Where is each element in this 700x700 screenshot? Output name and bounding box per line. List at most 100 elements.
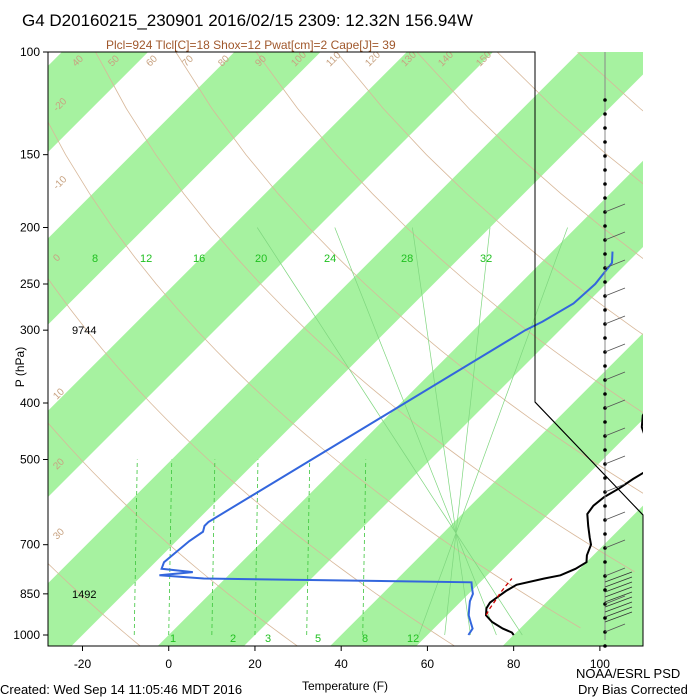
mixing-ratio-line	[362, 459, 367, 636]
moist-adiabat	[334, 227, 497, 636]
y-axis-label: P (hPa)	[13, 346, 27, 388]
y-tick-label: 300	[20, 323, 40, 337]
wind-point	[603, 504, 607, 508]
wind-barb	[604, 591, 633, 603]
y-tick-label: 1000	[13, 628, 40, 642]
mixing-ratio-label: 3	[265, 633, 271, 645]
moist-adiabat	[412, 227, 471, 636]
wind-point	[603, 560, 607, 564]
dewpoint-line	[159, 251, 614, 636]
wind-point	[603, 532, 607, 536]
isotherm-band	[674, 52, 700, 647]
x-tick-label: 20	[248, 657, 262, 671]
mixing-ratio-label: 2	[230, 633, 236, 645]
dry-adiabat	[48, 562, 141, 646]
wind-point	[603, 224, 607, 228]
wind-point	[603, 364, 607, 368]
wind-point	[603, 392, 607, 396]
temperature-line	[484, 413, 643, 636]
dry-adiabat	[336, 52, 643, 336]
y-tick-label: 500	[20, 452, 40, 466]
wind-barb	[604, 399, 626, 409]
wind-barb	[604, 539, 626, 549]
wind-barb	[604, 259, 626, 269]
wind-point	[603, 448, 607, 452]
y-tick-label: 850	[20, 587, 40, 601]
isotherm-band	[48, 52, 321, 325]
mixing-ratio-label: 32	[480, 253, 492, 265]
dry-adiabat	[255, 52, 643, 414]
x-tick-label: 0	[165, 657, 172, 671]
mixing-ratio-label: 24	[324, 253, 336, 265]
parcel-line	[485, 578, 513, 616]
mixing-ratio-label: 12	[140, 253, 152, 265]
wind-barb	[604, 287, 626, 297]
mixing-ratio-label: 5	[315, 633, 321, 645]
y-tick-label: 250	[20, 277, 40, 291]
mixing-ratio-label: 12	[407, 633, 419, 645]
wind-barb	[604, 483, 626, 493]
wind-barb	[604, 343, 626, 353]
wind-barb	[604, 576, 633, 588]
wind-barb	[604, 371, 626, 381]
y-tick-label: 200	[20, 221, 40, 235]
y-tick-label: 700	[20, 538, 40, 552]
wind-point	[603, 588, 607, 592]
isotherm-band	[48, 52, 494, 498]
x-tick-label: 40	[335, 657, 349, 671]
created-timestamp: Created: Wed Sep 14 11:05:46 MDT 2016	[0, 682, 243, 697]
isotherm-label: 30	[51, 526, 67, 542]
wind-barb	[604, 455, 626, 465]
mixing-ratio-lines	[133, 227, 568, 636]
wind-point	[603, 420, 607, 424]
mixing-ratio-label: 8	[92, 253, 98, 265]
mixing-ratio-label: 20	[255, 253, 267, 265]
mixing-ratio-label: 8	[362, 633, 368, 645]
height-labels: 9744 1492	[72, 325, 96, 601]
isotherm-label: -10	[51, 174, 69, 192]
chart-subtitle: Plcl=924 Tlcl[C]=18 Shox=12 Pwat[cm]=2 C…	[106, 38, 396, 52]
wind-barb	[604, 567, 626, 577]
wind-barb	[604, 315, 626, 325]
wind-barb	[604, 623, 626, 633]
wind-barb	[604, 571, 633, 583]
temperature-band-stripes	[48, 52, 700, 647]
mixing-ratio-line	[133, 459, 138, 636]
wind-point	[603, 336, 607, 340]
wind-point	[603, 476, 607, 480]
mixing-ratio-labels: 1 2 3 5 8 128 12 16 20 24 28 32	[92, 253, 492, 645]
height-label: 1492	[72, 589, 96, 601]
dry-adiabat-lines	[48, 52, 700, 647]
chart-title: G4 D20160215_230901 2016/02/15 2309: 12.…	[22, 11, 473, 30]
wind-barb	[604, 611, 633, 623]
wind-barb	[604, 606, 633, 618]
mixing-ratio-line	[211, 459, 216, 636]
sounding-series	[159, 251, 643, 636]
wind-barb	[604, 581, 633, 593]
dry-adiabat	[658, 52, 700, 647]
wind-barb	[604, 511, 626, 521]
wind-point	[603, 98, 607, 102]
wind-barb-panel	[563, 52, 643, 648]
dry-adiabat	[95, 52, 643, 578]
mixing-ratio-label: 1	[170, 633, 176, 645]
dry-adiabat	[48, 277, 456, 646]
isotherm-band	[48, 52, 149, 153]
wind-point	[603, 182, 607, 186]
x-tick-label: -20	[74, 657, 92, 671]
wind-point	[603, 140, 607, 144]
isotherm-band	[330, 333, 643, 646]
moist-adiabat	[418, 227, 568, 636]
dry-adiabat	[175, 52, 643, 494]
mixing-ratio-label: 16	[193, 253, 205, 265]
wind-point	[603, 616, 607, 620]
wind-barb	[604, 231, 626, 241]
wind-point	[603, 252, 607, 256]
x-tick-label: 80	[507, 657, 521, 671]
wind-point	[603, 126, 607, 130]
wind-barb	[604, 203, 626, 213]
axes: -20 0 20 40 60 80 100 100 150 200 250 300 400 500 700 8…	[13, 45, 610, 671]
y-tick-label: 150	[20, 148, 40, 162]
y-tick-label: 400	[20, 396, 40, 410]
